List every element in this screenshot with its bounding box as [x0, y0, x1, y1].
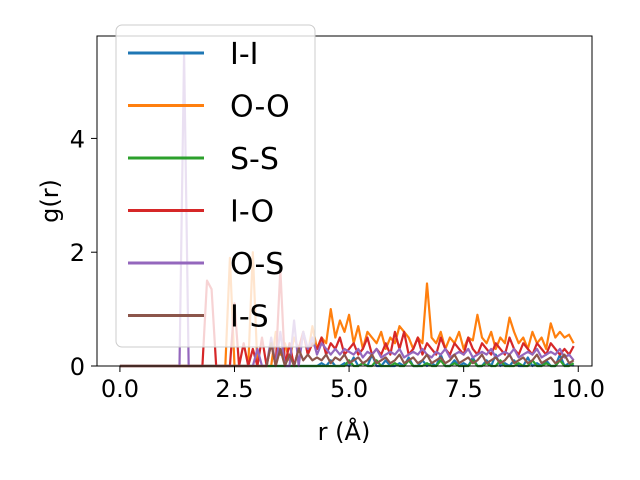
y-axis-label: g(r): [36, 179, 64, 223]
legend-label-o-o: O-O: [230, 90, 290, 125]
y-ticks: 0 2 4: [70, 125, 97, 381]
y-tick-label: 4: [70, 125, 85, 153]
x-tick-label: 5.0: [330, 375, 368, 403]
x-tick-label: 7.5: [445, 375, 483, 403]
legend-label-o-s: O-S: [230, 247, 284, 282]
legend-label-i-o: I-O: [230, 195, 274, 230]
x-tick-label: 2.5: [215, 375, 253, 403]
y-tick-label: 2: [70, 239, 85, 267]
x-tick-label: 0.0: [101, 375, 139, 403]
legend-label-i-i: I-I: [230, 37, 259, 72]
y-tick-label: 0: [70, 353, 85, 381]
x-tick-label: 10.0: [552, 375, 605, 403]
axes-frame: [96, 35, 593, 367]
x-ticks: 0.0 2.5 5.0 7.5 10.0: [101, 366, 605, 403]
legend-label-s-s: S-S: [230, 142, 279, 177]
x-axis-label: r (Å): [318, 417, 371, 446]
legend-box: [115, 24, 316, 348]
legend-label-i-s: I-S: [230, 300, 269, 335]
legend: I-I O-O S-S I-O O-S I-S: [115, 24, 316, 348]
